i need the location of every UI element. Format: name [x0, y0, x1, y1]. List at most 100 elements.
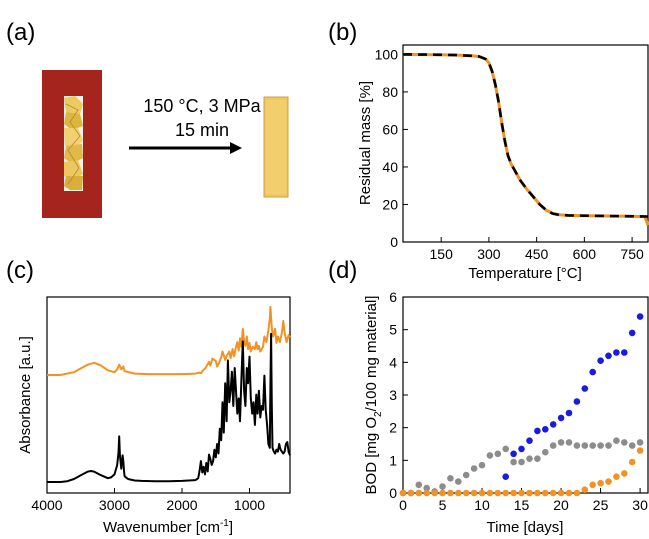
x-tick-label: 450 — [525, 246, 549, 262]
y-tick-label: 6 — [389, 289, 397, 305]
series-line-1 — [402, 53, 649, 218]
panel-label-a: (a) — [6, 19, 35, 46]
panel-b-chart: 150 300 450 600 750 0 20 40 60 80 100 Temperature … — [357, 44, 649, 282]
condition-line1: 150 °C, 3 MPa — [143, 96, 261, 116]
series-lines-c — [47, 305, 291, 483]
axis-ticks-b: 150 300 450 600 750 0 20 40 60 80 100 — [375, 46, 644, 262]
x-tick-label: 30 — [632, 497, 648, 513]
x-axis-label-c-sup: -1 — [220, 518, 229, 529]
data-point-series-2 — [628, 458, 636, 466]
panel-label-d: (d) — [328, 257, 357, 284]
data-point-series-0 — [557, 414, 565, 422]
data-point-series-1 — [462, 471, 470, 479]
data-point-series-1 — [557, 439, 565, 446]
x-tick-label: 15 — [514, 497, 530, 513]
data-point-series-2 — [557, 489, 565, 497]
data-point-series-0 — [605, 352, 612, 360]
data-point-series-0 — [628, 329, 636, 337]
data-point-series-2 — [462, 489, 470, 497]
x-axis-label-c-end: ] — [229, 519, 233, 536]
y-axis-label-d: BOD [mg O2/100 mg material] — [363, 296, 384, 495]
data-point-series-1 — [526, 455, 533, 463]
series-points-d — [399, 313, 644, 497]
data-point-series-1 — [534, 455, 541, 463]
data-point-series-2 — [597, 479, 604, 487]
data-point-series-1 — [581, 442, 589, 449]
data-point-series-2 — [518, 489, 525, 497]
data-point-series-2 — [621, 470, 628, 477]
data-point-series-2 — [399, 489, 407, 497]
x-tick-label: 25 — [593, 497, 609, 513]
data-point-series-1 — [573, 442, 581, 449]
data-point-series-0 — [518, 445, 525, 453]
y-tick-label: 5 — [389, 322, 397, 338]
x-tick-label: 4000 — [31, 497, 62, 513]
panel-a: 150 °C, 3 MPa 15 min — [42, 70, 289, 218]
data-point-series-2 — [581, 486, 589, 494]
data-point-series-2 — [431, 489, 438, 497]
data-point-series-1 — [423, 484, 431, 492]
y-tick-label: 60 — [382, 121, 398, 137]
x-tick-label: 20 — [553, 497, 569, 513]
data-point-series-1 — [636, 439, 644, 446]
data-point-series-0 — [565, 409, 573, 417]
data-point-series-1 — [510, 458, 517, 466]
x-axis-label-b: Temperature [°C] — [468, 265, 582, 282]
y-tick-label: 0 — [390, 234, 398, 250]
data-point-series-2 — [415, 489, 423, 497]
series-line-0 — [402, 52, 649, 226]
data-point-series-0 — [581, 385, 589, 392]
data-point-series-2 — [502, 489, 510, 497]
data-point-series-2 — [549, 489, 557, 497]
data-point-series-0 — [549, 421, 557, 428]
plot-frame-c — [46, 296, 291, 494]
data-point-series-1 — [415, 481, 423, 489]
data-point-series-2 — [589, 481, 596, 489]
data-point-series-0 — [573, 398, 581, 405]
data-point-series-2 — [565, 489, 573, 497]
panel-label-c: (c) — [6, 257, 34, 284]
data-point-series-2 — [510, 489, 517, 497]
data-point-series-2 — [447, 489, 454, 497]
x-axis-label-c-main: Wavenumber [cm — [103, 519, 220, 536]
spectrum-line-1 — [47, 332, 291, 483]
data-point-series-1 — [613, 437, 620, 445]
data-point-series-2 — [605, 478, 612, 485]
data-point-series-1 — [565, 439, 573, 446]
data-point-series-1 — [470, 465, 478, 472]
data-point-series-2 — [470, 489, 478, 497]
x-axis-label-c: Wavenumber [cm-1] — [103, 518, 233, 536]
data-point-series-2 — [542, 489, 549, 497]
axis-ticks-d: 0 5 10 15 20 25 30 0 1 2 3 4 5 6 — [389, 289, 648, 513]
data-point-series-0 — [542, 426, 549, 433]
x-tick-label: 3000 — [99, 497, 130, 513]
y-tick-label: 40 — [382, 159, 398, 175]
data-point-series-1 — [455, 478, 462, 485]
x-tick-label: 1000 — [234, 497, 265, 513]
data-point-series-0 — [589, 368, 596, 376]
y-tick-label: 100 — [375, 46, 399, 62]
data-point-series-2 — [494, 489, 502, 497]
data-point-series-1 — [518, 458, 525, 466]
data-point-series-1 — [447, 475, 454, 482]
data-point-series-2 — [478, 489, 486, 497]
data-point-series-1 — [494, 450, 502, 458]
y-axis-label-d-main: BOD [mg O — [363, 417, 380, 495]
data-point-series-1 — [478, 461, 486, 469]
condition-line2: 15 min — [175, 120, 229, 140]
x-tick-label: 600 — [573, 246, 597, 262]
panel-c-chart: 4000 3000 2000 1000 Wavenumber [cm-1] Absor… — [17, 296, 291, 536]
data-point-series-2 — [573, 489, 581, 497]
data-point-series-0 — [526, 437, 533, 445]
data-point-series-0 — [597, 357, 604, 365]
data-point-series-1 — [605, 442, 612, 449]
x-tick-label: 0 — [399, 497, 407, 513]
data-point-series-1 — [439, 483, 446, 490]
data-point-series-1 — [589, 442, 596, 449]
data-point-series-2 — [407, 489, 415, 497]
x-axis-label-d: Time [days] — [487, 519, 564, 536]
data-point-series-0 — [636, 313, 644, 320]
spectrum-line-0 — [47, 305, 291, 376]
series-lines-b — [402, 52, 649, 226]
